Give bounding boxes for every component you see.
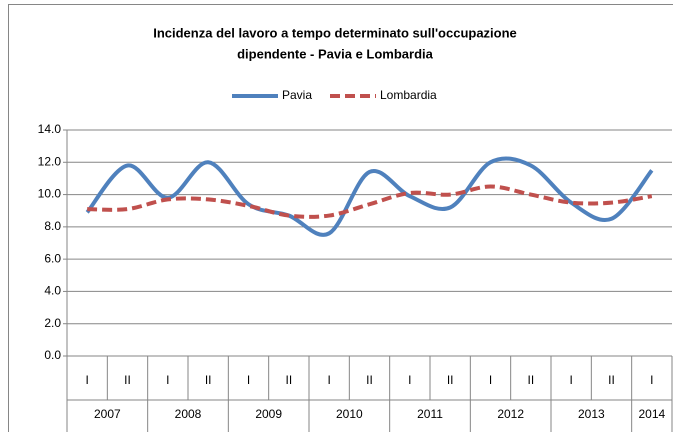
x-tick-label: II xyxy=(366,373,373,387)
x-group-label: 2011 xyxy=(417,407,443,421)
y-tick-label: 12.0 xyxy=(38,154,62,168)
chart-title: Incidenza del lavoro a tempo determinato… xyxy=(153,25,517,40)
legend-label: Lombardia xyxy=(380,88,437,102)
x-group-label: 2014 xyxy=(638,407,665,421)
x-tick-label: I xyxy=(166,373,169,387)
legend-label: Pavia xyxy=(282,88,312,102)
x-tick-label: I xyxy=(489,373,492,387)
y-tick-label: 2.0 xyxy=(44,316,61,330)
series-line xyxy=(87,184,653,219)
x-tick-label: II xyxy=(205,373,212,387)
series-line xyxy=(85,156,654,237)
x-tick-label: II xyxy=(447,373,454,387)
x-tick-label: I xyxy=(650,373,653,387)
x-group-label: 2008 xyxy=(175,407,202,421)
x-group-label: 2007 xyxy=(94,407,121,421)
x-tick-label: I xyxy=(327,373,330,387)
y-tick-label: 4.0 xyxy=(44,284,61,298)
x-tick-label: I xyxy=(85,373,88,387)
y-tick-label: 14.0 xyxy=(38,122,62,136)
y-tick-label: 10.0 xyxy=(38,187,62,201)
y-tick-label: 0.0 xyxy=(44,348,61,362)
x-tick-label: II xyxy=(608,373,615,387)
x-group-label: 2012 xyxy=(497,407,524,421)
x-group-label: 2009 xyxy=(255,407,282,421)
x-group-label: 2013 xyxy=(578,407,605,421)
x-tick-label: II xyxy=(124,373,131,387)
x-tick-label: I xyxy=(247,373,250,387)
x-tick-label: II xyxy=(527,373,534,387)
chart-title: dipendente - Pavia e Lombardia xyxy=(237,46,434,61)
x-tick-label: II xyxy=(285,373,292,387)
x-tick-label: I xyxy=(569,373,572,387)
y-tick-label: 6.0 xyxy=(44,251,61,265)
y-tick-label: 8.0 xyxy=(44,219,61,233)
x-group-label: 2010 xyxy=(336,407,363,421)
x-tick-label: I xyxy=(408,373,411,387)
